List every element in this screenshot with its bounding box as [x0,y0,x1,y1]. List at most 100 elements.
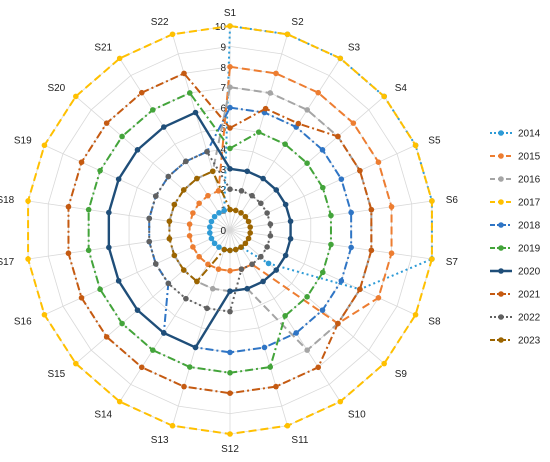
data-point [41,142,48,149]
data-point [207,230,213,236]
tick-label: 0 [220,226,226,237]
data-point [267,233,274,239]
data-point [103,120,110,126]
series-2020 [106,109,294,351]
category-label: S13 [151,435,169,446]
data-point [119,133,125,140]
data-point [138,89,145,96]
data-point [242,240,249,247]
data-point [161,124,167,130]
data-point [412,311,419,318]
category-label: S1 [224,8,237,19]
category-label: S10 [348,409,366,420]
data-point [146,215,153,222]
data-point [227,206,233,213]
category-label: S16 [14,317,32,328]
category-label: S4 [395,83,408,94]
data-point [287,235,294,242]
data-point [368,247,375,254]
legend-marker [498,291,504,297]
data-point [227,431,233,437]
data-point [171,252,178,259]
data-point [209,285,216,292]
data-point [238,266,245,272]
data-point [41,311,48,318]
grid-spoke [44,144,231,231]
data-point [183,295,189,302]
data-point [273,267,280,273]
series-2014 [207,23,435,293]
data-point [304,293,310,300]
data-point [106,244,112,251]
data-point [181,383,187,390]
data-point [319,184,326,191]
data-point [348,209,354,216]
data-point [116,55,123,62]
data-point [138,364,145,371]
category-label: S6 [446,195,459,206]
grid-spoke [119,229,231,402]
data-point [244,285,251,292]
data-point [227,288,233,295]
data-point [183,158,189,165]
data-point [116,398,123,405]
data-point [221,246,228,253]
grid-spoke [75,96,231,231]
legend-label: 2014 [518,129,541,140]
legend-label: 2016 [518,175,541,186]
data-point [282,201,289,208]
data-point [134,307,141,313]
data-point [348,244,354,251]
data-point [196,200,202,207]
data-point [119,320,125,327]
data-point [304,347,311,353]
legend-marker [498,337,504,343]
data-point [146,238,153,245]
data-point [165,173,172,180]
data-point [171,201,178,208]
category-label: S20 [47,83,65,94]
series-line [188,65,393,325]
category-label: S21 [94,43,112,54]
series-2021 [65,70,375,397]
data-point [209,168,216,175]
tick-label: 3 [220,165,226,176]
data-point [227,390,233,397]
data-point [304,107,311,113]
data-point [335,133,341,140]
data-point [247,224,253,230]
legend-item: 2019 [490,244,541,255]
data-point [260,278,266,285]
legend-item: 2018 [490,221,541,232]
data-point [166,218,173,225]
data-point [242,213,249,220]
data-point [186,364,193,370]
legend-item: 2017 [490,198,541,209]
grid-spoke [28,200,231,231]
legend-label: 2023 [518,336,541,347]
data-point [166,235,173,242]
data-point [337,55,344,62]
tick-label: 8 [220,63,226,74]
data-point [267,221,274,227]
data-point [152,193,159,199]
data-point [284,31,291,38]
legend-item: 2022 [490,313,541,324]
data-point [335,320,341,327]
legend-item: 2015 [490,152,541,163]
data-point [227,23,233,29]
data-point [215,266,222,272]
category-label: S3 [348,43,361,54]
data-point [73,93,79,100]
legend-marker [498,268,504,274]
data-point [328,241,334,248]
series-line [67,72,373,395]
data-point [267,364,274,370]
data-point [97,167,103,174]
data-point [267,90,274,96]
data-point [227,247,233,254]
data-point [215,188,222,194]
data-point [192,109,199,116]
data-point [264,210,270,216]
legend-marker [498,314,504,320]
